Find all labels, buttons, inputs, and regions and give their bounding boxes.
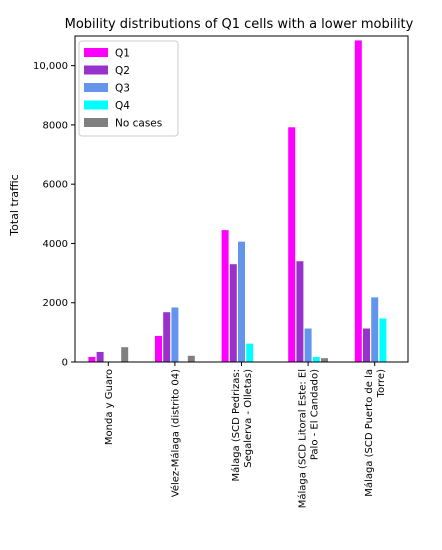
x-tick-label: Segalerva - Olletas) [243,369,254,468]
bar-q1-0 [88,356,96,362]
x-tick-label: Málaga (SCD Puerto de la [363,369,375,497]
bar-q3-3 [304,328,312,362]
y-tick-label: 6000 [43,180,68,191]
y-tick-label: 4000 [43,239,68,250]
y-tick-label: 2000 [43,298,68,309]
bar-q2-4 [363,328,370,362]
bar-q2-0 [96,351,104,362]
chart-title: Mobility distributions of Q1 cells with … [65,17,414,32]
x-tick-label: Málaga (SCD Pedrizas: [230,369,242,481]
legend-label: Q1 [115,48,130,60]
legend-label: Q4 [115,100,130,112]
bar-q3-1 [171,307,179,362]
bar-q3-4 [371,297,379,362]
legend-swatch [84,48,108,57]
x-tick-label: Monda y Guaro [104,369,115,445]
bars-layer [88,40,387,362]
legend-box [78,40,179,137]
plot-frame [74,35,409,363]
legend-label: No cases [115,118,162,130]
bar-q2-2 [229,264,237,362]
legend-swatch [84,65,108,75]
x-tick-label: Vélez-Málaga (distrito 04) [169,369,181,497]
bar-no-cases-1 [187,355,195,362]
bar-q1-4 [354,40,362,362]
bar-q2-3 [296,261,304,362]
bar-q4-3 [312,356,320,362]
bar-q1-3 [288,127,296,362]
legend-swatch [84,83,108,92]
bar-no-cases-3 [321,358,328,362]
x-tick-label: Málaga (SCD Litoral Este: El [297,369,309,508]
y-tick-label: 10,000 [33,61,68,72]
y-axis-label: Total traffic [8,174,21,236]
x-tick-label: Palo - El Candado) [310,369,321,460]
bar-q4-2 [246,343,254,362]
x-axis: Monda y Guaro Vélez-Málaga (distrito 04) M… [104,362,387,508]
bar-q4-4 [379,318,387,362]
x-tick-label: Torre) [376,369,387,399]
legend-swatch [84,100,108,110]
y-axis: 0 2000 4000 6000 8000 10,000 [33,61,75,369]
y-tick-label: 8000 [43,120,68,131]
legend-swatch [84,118,108,127]
bar-q2-1 [163,312,171,362]
legend: Q1 Q2 Q3 Q4 No cases [78,40,179,137]
y-tick-label: 0 [62,358,68,369]
bar-q1-1 [155,335,162,362]
legend-label: Q3 [115,83,130,95]
bar-q1-2 [221,230,229,362]
bar-no-cases-0 [121,347,129,362]
legend-label: Q2 [115,65,130,77]
bar-q3-2 [238,241,245,362]
